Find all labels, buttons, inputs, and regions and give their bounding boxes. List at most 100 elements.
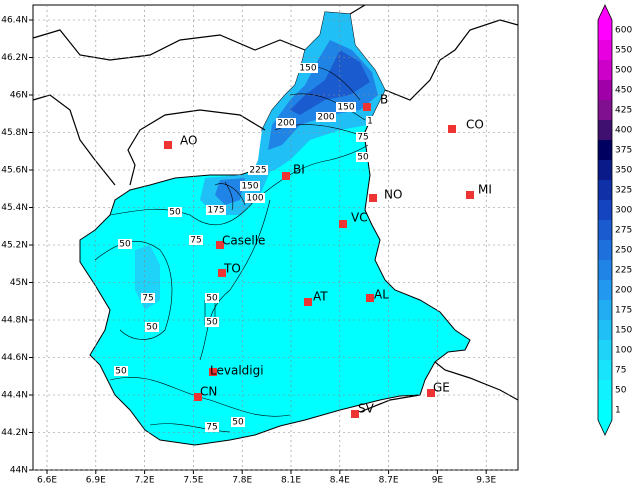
city-marker	[194, 393, 202, 401]
x-tick-label: 6.9E	[86, 476, 106, 486]
y-tick-label: 46.4N	[1, 16, 28, 26]
contour-label: 50	[115, 367, 127, 377]
contour-label: 75	[142, 294, 153, 304]
colorbar-label: 425	[615, 106, 632, 116]
contour-label-bg	[168, 207, 182, 217]
city-marker	[351, 410, 359, 418]
city-marker	[282, 172, 290, 180]
city-marker	[369, 194, 377, 202]
colorbar-swatch	[598, 60, 612, 81]
y-tick-label: 44.8N	[1, 316, 28, 326]
contour-label: 50	[119, 240, 131, 250]
contour-label-bg	[366, 116, 374, 126]
colorbar-bottom-arrow	[598, 420, 612, 435]
contour-label-bg	[240, 181, 260, 191]
contour-label-bg	[205, 317, 219, 327]
contour-label: 150	[337, 103, 354, 113]
precip-250	[290, 50, 370, 115]
colorbar-swatch	[598, 340, 612, 361]
contour-label: 50	[146, 323, 158, 333]
colorbar-label: 225	[615, 266, 632, 276]
y-tick-label: 44N	[10, 466, 28, 476]
x-tick-label: 8.4E	[330, 476, 350, 486]
contour-label-bg	[114, 366, 128, 376]
city-label: AL	[374, 288, 389, 302]
contour-label-bg	[316, 112, 336, 122]
contour-label-bg	[205, 293, 219, 303]
colorbar-label: 350	[615, 166, 632, 176]
city-marker	[164, 141, 172, 149]
contour-label: 200	[277, 119, 294, 129]
contour-label: 50	[206, 294, 218, 304]
contour-label-bg	[356, 132, 370, 142]
city-marker	[363, 103, 371, 111]
city-label: AT	[313, 290, 328, 304]
contour-label: 175	[207, 206, 224, 216]
colorbar-label: 250	[615, 246, 632, 256]
city-label: VC	[351, 211, 368, 225]
colorbar-swatch	[598, 80, 612, 101]
colorbar-label: 200	[615, 286, 632, 296]
colorbar-swatch	[598, 100, 612, 121]
contour-label: 100	[246, 194, 263, 204]
colorbar-swatch	[598, 380, 612, 401]
contour-label: 50	[357, 153, 369, 163]
colorbar-label: 150	[615, 326, 632, 336]
colorbar-label: 100	[615, 346, 632, 356]
contour-label-bg	[245, 193, 265, 203]
colorbar-swatch	[598, 120, 612, 141]
contour-label-bg	[276, 118, 296, 128]
contour-label: 75	[206, 423, 217, 433]
contour-label: 50	[169, 208, 181, 218]
contour-label-bg	[248, 165, 268, 175]
x-tick-label: 6.6E	[37, 476, 57, 486]
colorbar-label: 300	[615, 206, 632, 216]
colorbar-label: 175	[615, 306, 632, 316]
contour-label: 75	[190, 236, 201, 246]
colorbar-label: 500	[615, 66, 632, 76]
city-marker	[218, 269, 226, 277]
colorbar-swatch	[598, 20, 612, 41]
x-tick-label: 7.8E	[232, 476, 252, 486]
city-marker	[216, 241, 224, 249]
colorbar-swatch	[598, 360, 612, 381]
city-label: Levaldigi	[210, 364, 264, 378]
colorbar-swatch	[598, 240, 612, 261]
city-label: TO	[223, 262, 241, 276]
colorbar-label: 275	[615, 226, 632, 236]
colorbar-swatch	[598, 200, 612, 221]
colorbar-label: 50	[615, 386, 627, 396]
contour-label-bg	[118, 239, 132, 249]
axes: 6.6E 6.9E 7.2E 7.5E 7.8E 8.1E 8.4E 8.7E 9E 9.3E 46…	[1, 5, 518, 486]
y-tick-label: 45.6N	[1, 166, 28, 176]
colorbar-label: 450	[615, 86, 632, 96]
city-marker	[448, 125, 456, 133]
colorbar: 600 550 500 450 425 400 375 350 325 300 275 250 225 2…	[597, 4, 632, 436]
y-tick-label: 44.2N	[1, 428, 28, 438]
borders	[32, 4, 519, 413]
colorbar-swatch	[598, 160, 612, 181]
y-tick-label: 46N	[10, 91, 28, 101]
city-label: Caselle	[222, 234, 265, 248]
contour-label: 1	[367, 117, 373, 127]
colorbar-outline	[597, 4, 613, 436]
contour-label: 150	[241, 182, 258, 192]
colorbar-swatch	[598, 220, 612, 241]
colorbar-label: 600	[615, 26, 632, 36]
x-tick-label: 7.5E	[183, 476, 203, 486]
contour-label-bg	[206, 205, 226, 215]
y-tick-label: 45.2N	[1, 241, 28, 251]
colorbar-label: 550	[615, 46, 632, 56]
city-label: CN	[200, 385, 217, 399]
y-tick-label: 44.4N	[1, 391, 28, 401]
city-label: MI	[478, 183, 492, 197]
contour-label-bg	[189, 235, 203, 245]
x-tick-label: 7.2E	[135, 476, 155, 486]
contour-label-bg	[336, 102, 356, 112]
colorbar-swatch	[598, 280, 612, 301]
contour-label: 75	[357, 133, 368, 143]
city-label: CO	[466, 118, 484, 132]
colorbar-swatch	[598, 320, 612, 341]
city-marker	[366, 294, 374, 302]
